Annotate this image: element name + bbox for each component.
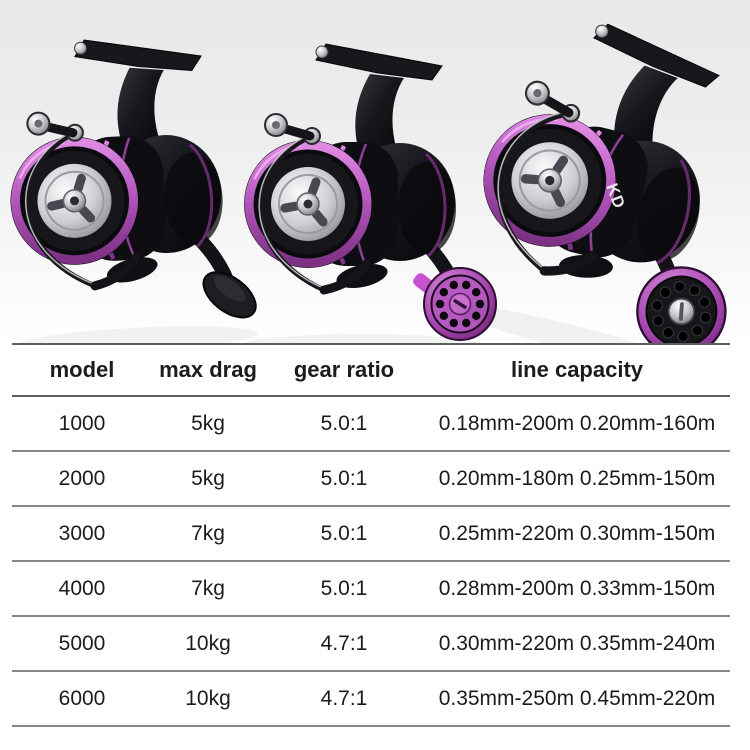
spec-cell-max-drag: 10kg (152, 671, 264, 727)
spec-cell-line-capacity: 0.25mm-220m 0.30mm-150m (424, 506, 730, 562)
spec-cell-gear-ratio: 5.0:1 (264, 451, 424, 507)
spec-cell-gear-ratio: 5.0:1 (264, 506, 424, 562)
spec-header-model: model (12, 344, 152, 397)
spec-cell-max-drag: 7kg (152, 561, 264, 617)
reel-image-right: KD (450, 10, 750, 343)
spec-cell-line-capacity: 0.20mm-180m 0.25mm-150m (424, 451, 730, 507)
spec-row-3000: 3000 7kg 5.0:1 0.25mm-220m 0.30mm-150m (12, 506, 730, 562)
spec-cell-model: 6000 (12, 671, 152, 727)
spec-header-line-capacity: line capacity (424, 344, 730, 397)
spec-cell-gear-ratio: 5.0:1 (264, 396, 424, 452)
spec-row-4000: 4000 7kg 5.0:1 0.28mm-200m 0.33mm-150m (12, 561, 730, 617)
spec-cell-gear-ratio: 4.7:1 (264, 616, 424, 672)
reel-image-center (212, 26, 497, 343)
spec-cell-max-drag: 5kg (152, 451, 264, 507)
spec-header-max-drag: max drag (152, 344, 264, 397)
spec-cell-max-drag: 5kg (152, 396, 264, 452)
spec-cell-model: 1000 (12, 396, 152, 452)
spec-row-6000: 6000 10kg 4.7:1 0.35mm-250m 0.45mm-220m (12, 671, 730, 727)
spec-row-1000: 1000 5kg 5.0:1 0.18mm-200m 0.20mm-160m (12, 396, 730, 452)
spec-cell-max-drag: 7kg (152, 506, 264, 562)
spec-cell-model: 4000 (12, 561, 152, 617)
spec-header-gear-ratio: gear ratio (264, 344, 424, 397)
spec-cell-model: 2000 (12, 451, 152, 507)
spec-cell-max-drag: 10kg (152, 616, 264, 672)
spec-header-row: model max drag gear ratio line capacity (12, 344, 730, 397)
spec-row-2000: 2000 5kg 5.0:1 0.20mm-180m 0.25mm-150m (12, 451, 730, 507)
spec-cell-line-capacity: 0.28mm-200m 0.33mm-150m (424, 561, 730, 617)
spec-cell-model: 5000 (12, 616, 152, 672)
spec-cell-gear-ratio: 5.0:1 (264, 561, 424, 617)
spec-cell-line-capacity: 0.30mm-220m 0.35mm-240m (424, 616, 730, 672)
product-photo: KD (0, 0, 750, 343)
spec-cell-line-capacity: 0.35mm-250m 0.45mm-220m (424, 671, 730, 727)
spec-cell-model: 3000 (12, 506, 152, 562)
spec-cell-gear-ratio: 4.7:1 (264, 671, 424, 727)
spec-table: model max drag gear ratio line capacity … (12, 343, 730, 727)
spec-row-5000: 5000 10kg 4.7:1 0.30mm-220m 0.35mm-240m (12, 616, 730, 672)
spec-cell-line-capacity: 0.18mm-200m 0.20mm-160m (424, 396, 730, 452)
